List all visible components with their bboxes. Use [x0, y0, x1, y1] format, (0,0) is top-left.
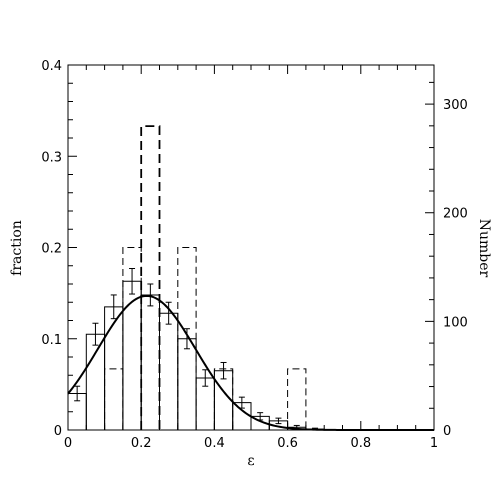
- y-tick-labels: 0 0.1 0.2 0.3 0.4: [41, 59, 62, 439]
- solid-bar: [122, 280, 142, 430]
- y2-tick-labels: 0 100 200 300: [443, 98, 468, 439]
- thin-dashed-bar: [104, 368, 124, 430]
- error-bar: [275, 417, 282, 425]
- x-tick-label: 0.2: [131, 436, 152, 451]
- solid-bar: [140, 294, 160, 430]
- solid-bar: [177, 338, 197, 430]
- thin-dashed-histogram: [104, 247, 307, 430]
- solid-bar: [159, 312, 179, 430]
- x-tick-label: 0.8: [350, 436, 371, 451]
- error-bar: [147, 283, 154, 307]
- x-tick-label: 0: [64, 436, 72, 451]
- error-bar: [92, 322, 99, 346]
- thin-dashed-bar: [287, 368, 307, 430]
- x-tick-label: 0.4: [204, 436, 225, 451]
- thick-dashed-bar: [140, 125, 161, 430]
- x-tick-label: 1: [430, 436, 438, 451]
- y-axis-title: fraction: [9, 220, 25, 276]
- x-axis-title: ε: [247, 453, 254, 469]
- error-bar: [220, 361, 227, 380]
- y-tick-label: 0: [54, 424, 62, 439]
- y2-axis-title: Number: [476, 219, 492, 278]
- error-bar: [129, 267, 136, 295]
- error-bar: [74, 385, 81, 402]
- y-tick-label: 0.3: [41, 150, 62, 165]
- solid-bar: [85, 333, 106, 430]
- y2-tick-label: 0: [443, 424, 451, 439]
- error-bar: [183, 328, 190, 350]
- gaussian-fit-line: [67, 294, 434, 431]
- x-tick-labels: 0 0.2 0.4 0.6 0.8 1: [64, 436, 438, 451]
- y-tick-label: 0.4: [41, 59, 62, 74]
- y2-tick-label: 100: [443, 315, 468, 330]
- y-tick-label: 0.1: [41, 333, 62, 348]
- error-bar: [165, 301, 172, 325]
- y-tick-label: 0.2: [41, 242, 62, 257]
- y2-tick-label: 300: [443, 98, 468, 113]
- fit-curve: [67, 294, 434, 431]
- x-tick-label: 0.6: [277, 436, 298, 451]
- thick-dashed-histogram: [140, 125, 161, 430]
- y2-tick-label: 200: [443, 207, 468, 222]
